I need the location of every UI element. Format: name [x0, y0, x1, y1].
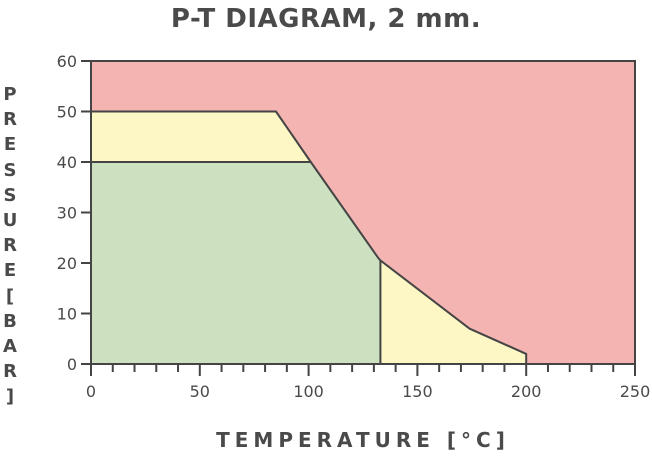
y-tick-label: 60	[57, 52, 77, 71]
x-tick-label: 200	[511, 382, 542, 401]
region-1	[91, 61, 635, 364]
x-tick-label: 50	[190, 382, 210, 401]
x-axis-label: TEMPERATURE [°C]	[216, 428, 510, 452]
tick-labels: 0 50 100 150 200 250 0 10 20 30 40 50 60	[57, 52, 651, 401]
chart-title: P-T DIAGRAM, 2 mm.	[170, 4, 482, 34]
x-tick-label: 250	[620, 382, 651, 401]
y-tick-label: 30	[57, 204, 77, 223]
x-tick-label: 100	[293, 382, 324, 401]
axis-ticks	[81, 60, 636, 376]
boundary-lines	[91, 110, 528, 364]
x-tick-label: 150	[402, 382, 433, 401]
y-tick-label: 50	[57, 103, 77, 122]
y-tick-label: 0	[67, 355, 77, 374]
x-tick-label: 0	[86, 382, 96, 401]
y-tick-label: 20	[57, 254, 77, 273]
region-2	[91, 111, 311, 162]
y-tick-label: 10	[57, 305, 77, 324]
y-tick-label: 40	[57, 153, 77, 172]
regions	[91, 61, 635, 364]
y-axis-label: P R E S S U R E [ B A R ]	[2, 84, 18, 408]
region-4	[91, 162, 381, 364]
boundary-line-1	[91, 110, 528, 364]
